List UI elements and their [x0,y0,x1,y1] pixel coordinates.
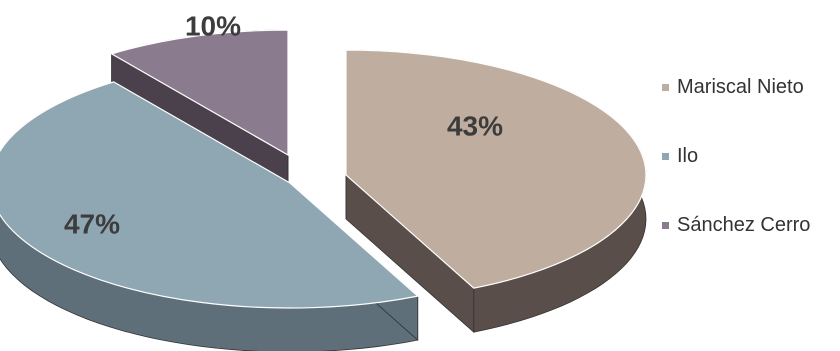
data-label-ilo: 47% [64,208,120,239]
slice-ilo [0,81,420,351]
data-label-mariscal-nieto: 43% [447,110,503,141]
data-label-sanchez-cerro: 10% [185,10,241,41]
legend: Mariscal Nieto Ilo Sánchez Cerro [662,74,810,238]
pie-chart: 43% 47% 10% [0,10,647,351]
legend-swatch-mariscal-nieto [662,83,669,91]
slice-top-sanchez-cerro [110,29,289,157]
slice-top-mariscal-nieto [345,49,647,289]
legend-item-sanchez-cerro: Sánchez Cerro [662,212,810,238]
legend-swatch-ilo [662,152,669,160]
legend-item-ilo: Ilo [662,143,810,169]
slice-top-ilo [0,81,420,309]
slice-mariscal-nieto [345,49,647,333]
legend-label-ilo: Ilo [677,144,699,167]
legend-label-sanchez-cerro: Sánchez Cerro [677,213,811,236]
legend-swatch-sanchez-cerro [662,221,669,229]
legend-item-mariscal-nieto: Mariscal Nieto [662,74,810,100]
legend-label-mariscal-nieto: Mariscal Nieto [677,75,804,98]
